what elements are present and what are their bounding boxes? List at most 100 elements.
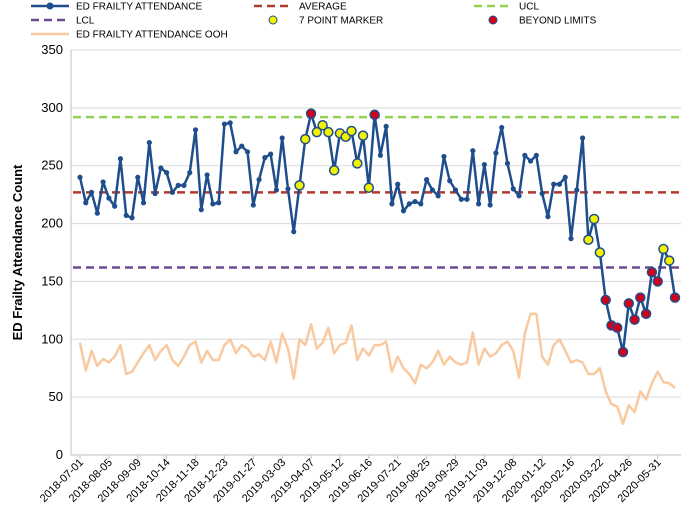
y-tick-label: 150 [41,273,63,288]
beyond-limits-marker [617,346,629,358]
data-point [412,198,418,205]
series-line-ooh [78,312,676,426]
data-point [527,158,534,164]
data-point [452,187,459,193]
beyond-limits-marker [640,308,652,320]
data-point [221,121,228,127]
data-point [152,190,158,197]
data-point [499,124,505,131]
data-point [100,179,106,185]
legend-label: AVERAGE [299,2,347,13]
beyond-limits-marker [635,292,646,303]
seven-point-marker [663,255,675,266]
y-tick-label: 250 [41,158,63,173]
data-point [210,201,216,207]
data-point [395,181,401,187]
data-point [250,202,256,208]
data-point [187,170,193,176]
data-point [77,174,83,180]
y-axis-title: ED Frailty Attendance Count [10,164,25,340]
seven-point-marker [658,243,669,255]
beyond-limits-marker [646,266,658,278]
legend-label: ED FRAILTY ATTENDANCE [76,2,202,13]
data-point [88,189,95,195]
data-point [389,201,395,207]
data-point [244,149,251,155]
beyond-limits-marker [600,294,611,306]
seven-point-marker [346,125,357,137]
data-point [268,151,274,157]
data-point [447,178,453,184]
legend-label: ED FRAILTY ATTENDANCE OOH [76,30,228,41]
y-tick-label: 200 [41,216,63,231]
data-point [273,187,280,193]
data-point [94,210,100,216]
data-point [239,143,245,149]
data-point [285,186,291,192]
data-point [262,155,268,161]
data-point [493,150,499,156]
legend-swatch-point [46,2,54,10]
seven-point-marker [300,133,311,145]
data-point [135,174,141,180]
data-point [279,135,285,141]
y-tick-label: 350 [41,42,63,57]
legend-label: 7 POINT MARKER [299,16,383,27]
data-point [568,236,574,242]
seven-point-marker [311,126,323,138]
x-axis: 2018-07-012018-08-052018-09-092018-10-14… [38,455,664,505]
beyond-limits-marker [623,298,635,309]
data-point [233,149,239,155]
seven-point-marker [294,180,305,191]
data-point [400,208,407,214]
data-point [146,139,152,146]
legend-label: LCL [76,16,95,27]
data-point [112,203,118,209]
data-point [562,174,568,180]
data-point [164,170,170,176]
legend-swatch-marker [488,15,498,25]
beyond-limits-marker [305,108,317,119]
series-attendance [77,111,678,355]
data-point [158,165,164,171]
data-point [117,156,124,162]
data-point [475,201,482,207]
y-tick-label: 300 [41,100,63,115]
data-point [383,123,389,129]
data-point [545,214,551,220]
series-markers [294,108,681,358]
y-tick-label: 100 [41,331,63,346]
data-point [123,212,129,219]
data-point [481,161,487,168]
legend-label: UCL [519,2,539,13]
seven-point-marker [594,247,606,258]
data-point [406,201,412,207]
data-point [216,200,222,206]
data-point [198,207,204,213]
seven-point-marker [352,158,363,169]
seven-point-marker [583,234,594,246]
seven-point-marker [357,130,369,141]
data-point [129,215,135,221]
data-point [181,182,187,188]
data-point [140,200,147,206]
data-point [533,152,539,158]
y-tick-label: 0 [56,447,63,462]
y-tick-label: 50 [49,389,63,404]
data-point [574,187,580,193]
data-point [516,193,522,199]
data-point [256,177,262,183]
beyond-limits-marker [669,292,681,303]
data-point [227,120,233,126]
data-point [192,127,199,133]
data-point [418,201,424,207]
series-ooh [78,312,676,426]
beyond-limits-marker [369,109,380,121]
data-point [556,181,563,187]
legend-label: BEYOND LIMITS [519,16,597,27]
data-point [464,196,470,202]
data-point [551,181,557,187]
data-point [504,160,511,166]
data-point [291,229,297,235]
